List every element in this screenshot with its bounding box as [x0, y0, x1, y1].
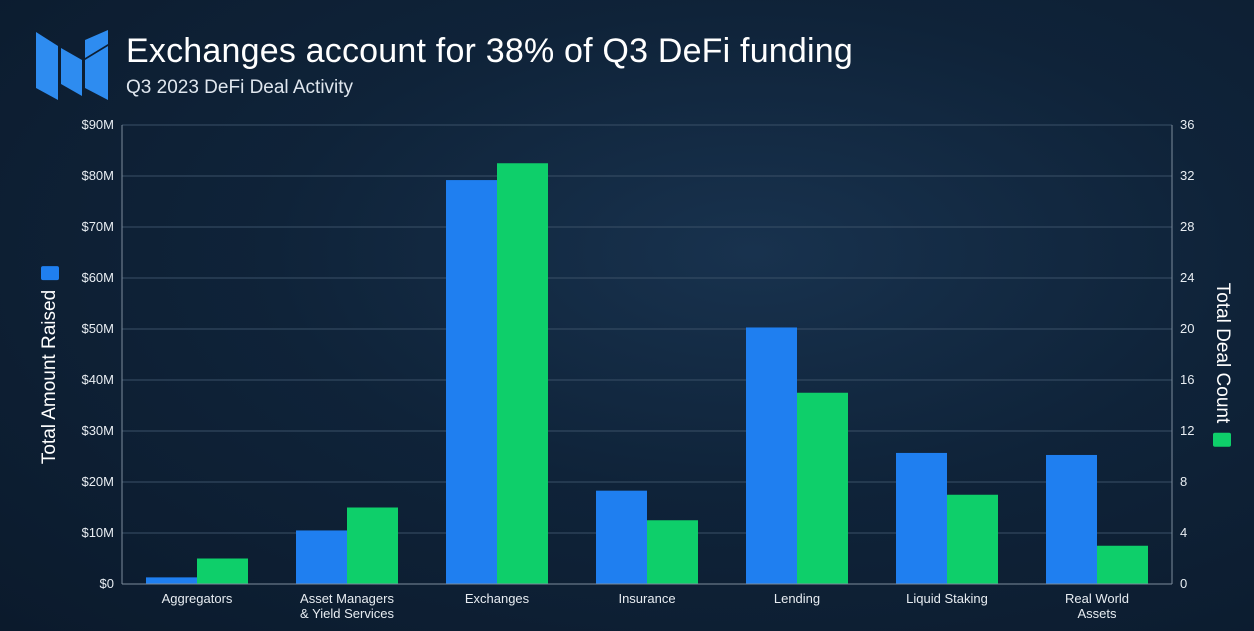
y-left-tick-label: $30M — [81, 423, 114, 438]
bar-deal-count — [1097, 545, 1148, 584]
bar-amount-raised — [296, 530, 347, 584]
y-right-tick-label: 8 — [1180, 474, 1187, 489]
y-right-tick-label: 32 — [1180, 168, 1194, 183]
page-title: Exchanges account for 38% of Q3 DeFi fun… — [126, 32, 854, 70]
x-category-label: Real World — [1065, 591, 1129, 606]
x-category-label: Insurance — [618, 591, 675, 606]
x-category-label: Asset Managers — [300, 591, 394, 606]
y-right-tick-label: 4 — [1180, 525, 1187, 540]
x-category-label: Lending — [774, 591, 820, 606]
y-right-tick-label: 36 — [1180, 117, 1194, 132]
y-left-tick-label: $40M — [81, 372, 114, 387]
messari-logo-icon — [36, 30, 108, 100]
bar-deal-count — [197, 558, 248, 584]
bar-amount-raised — [896, 452, 947, 584]
y-right-tick-label: 12 — [1180, 423, 1194, 438]
y-right-tick-label: 24 — [1180, 270, 1194, 285]
bar-amount-raised — [1046, 454, 1097, 584]
bar-amount-raised — [446, 180, 497, 584]
y-right-tick-label: 20 — [1180, 321, 1194, 336]
y-right-tick-label: 0 — [1180, 576, 1187, 591]
y-left-tick-label: $90M — [81, 117, 114, 132]
page-subtitle: Q3 2023 DeFi Deal Activity — [126, 77, 354, 98]
y-left-tick-label: $60M — [81, 270, 114, 285]
y-left-tick-label: $80M — [81, 168, 114, 183]
bar-deal-count — [797, 392, 848, 584]
y-left-tick-label: $0 — [100, 576, 114, 591]
y-right-tick-label: 28 — [1180, 219, 1194, 234]
y-left-tick-label: $70M — [81, 219, 114, 234]
bar-amount-raised — [596, 490, 647, 584]
x-category-label: Aggregators — [162, 591, 233, 606]
x-category-label: Exchanges — [465, 591, 530, 606]
y-left-tick-label: $50M — [81, 321, 114, 336]
y-left-tick-label: $20M — [81, 474, 114, 489]
bar-deal-count — [497, 163, 548, 584]
x-category-label: Assets — [1077, 606, 1117, 621]
bar-amount-raised — [146, 577, 197, 584]
bar-deal-count — [347, 507, 398, 584]
bar-amount-raised — [746, 327, 797, 584]
x-category-label: & Yield Services — [300, 606, 394, 621]
x-category-label: Liquid Staking — [906, 591, 988, 606]
bar-deal-count — [647, 520, 698, 584]
y-left-tick-label: $10M — [81, 525, 114, 540]
y-right-tick-label: 16 — [1180, 372, 1194, 387]
bar-deal-count — [947, 494, 998, 584]
